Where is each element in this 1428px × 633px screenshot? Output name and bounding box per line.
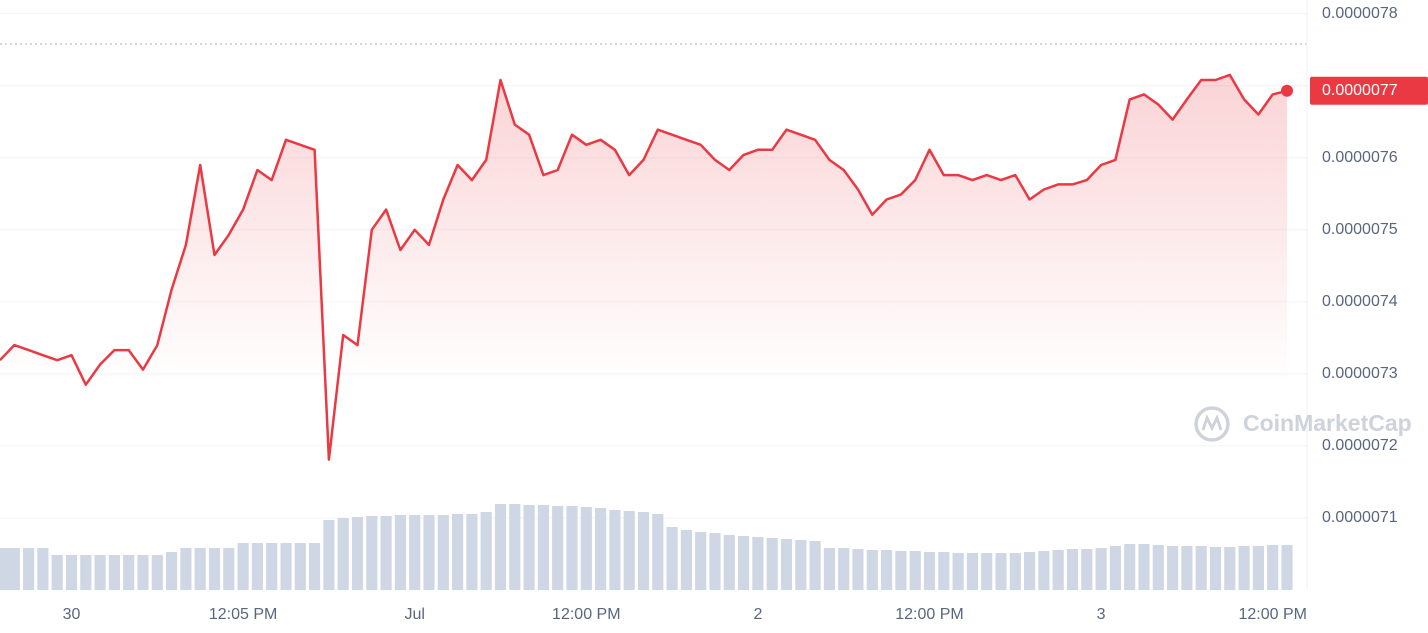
y-tick-label: 0.0000076: [1322, 149, 1398, 166]
axes: 0.0000071 0.0000072 0.0000073 0.0000074 0.00…: [63, 5, 1428, 623]
x-tick-label: 12:00 PM: [895, 606, 963, 623]
x-tick-label: 12:00 PM: [1238, 606, 1306, 623]
y-tick-label: 0.0000075: [1322, 221, 1398, 238]
watermark-logo: [1194, 406, 1230, 442]
price-area: [0, 74, 1287, 590]
x-tick-label: 30: [63, 606, 81, 623]
y-tick-label: 0.0000072: [1322, 437, 1398, 454]
price-line: [0, 73, 1288, 461]
x-tick-label: 3: [1097, 606, 1106, 623]
y-tick-label: 0.0000073: [1322, 365, 1398, 382]
y-tick-label: 0.0000078: [1322, 5, 1398, 22]
x-tick-label: 12:05 PM: [209, 606, 277, 623]
current-price-label: 0.0000077: [1322, 82, 1398, 99]
x-tick-label: Jul: [404, 606, 424, 623]
y-tick-label: 0.0000074: [1322, 293, 1398, 310]
x-tick-label: 2: [753, 606, 762, 623]
y-tick-label: 0.0000071: [1322, 509, 1398, 526]
watermark-logo-mark: [1201, 414, 1223, 432]
watermark: CoinMarketCap: [1194, 406, 1412, 442]
price-layer: [0, 73, 1293, 590]
watermark-text: CoinMarketCap: [1243, 410, 1412, 436]
current-price-tag: [1310, 76, 1428, 105]
last-price-dot: [1281, 84, 1293, 97]
x-tick-label: 12:00 PM: [552, 606, 620, 623]
